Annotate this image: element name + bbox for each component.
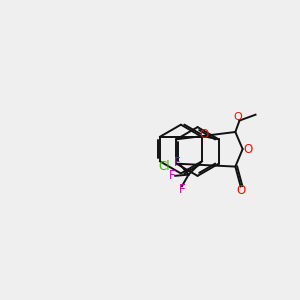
Text: F: F xyxy=(169,169,175,182)
Text: O: O xyxy=(234,112,242,122)
Text: F: F xyxy=(178,183,185,196)
Text: O: O xyxy=(243,142,253,155)
Text: F: F xyxy=(174,156,180,169)
Text: Cl: Cl xyxy=(158,160,170,173)
Text: O: O xyxy=(236,184,245,197)
Text: O: O xyxy=(199,128,208,141)
